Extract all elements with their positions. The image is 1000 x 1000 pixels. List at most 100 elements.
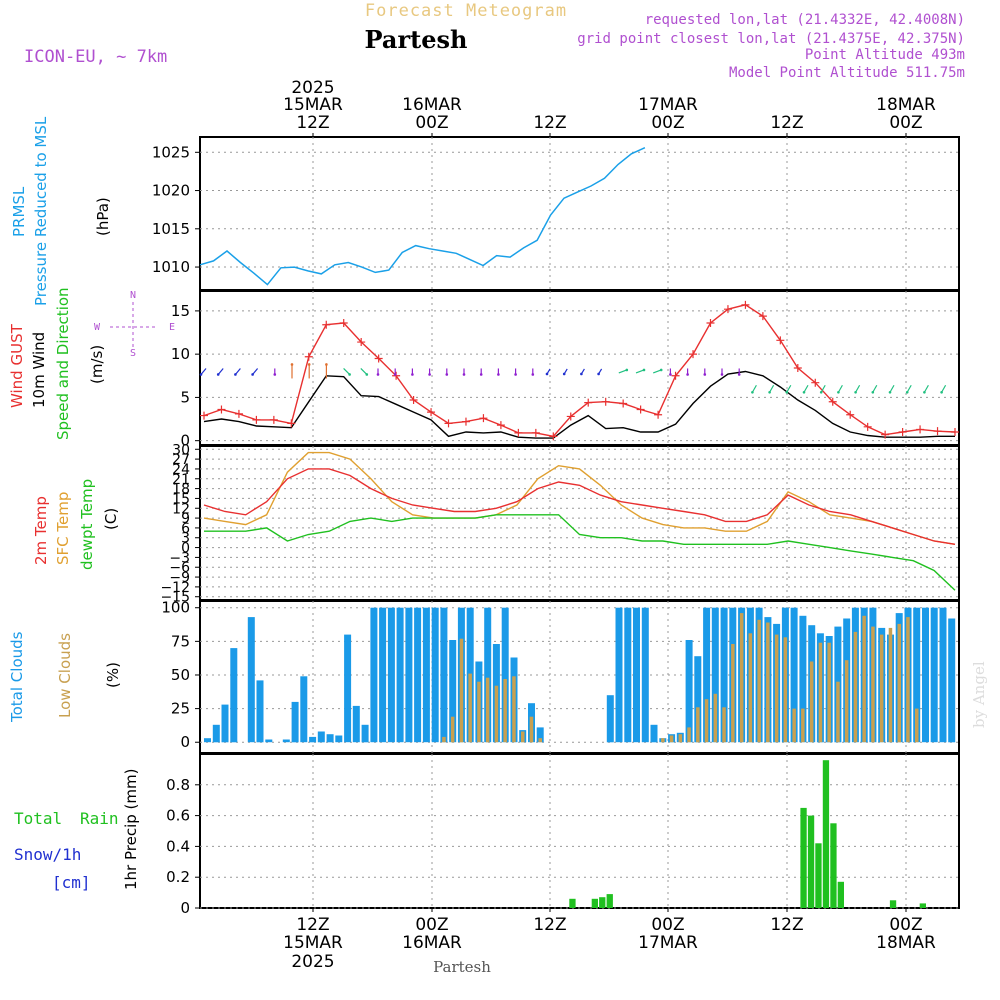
- gust-marker-9: [357, 338, 366, 347]
- gust-marker-43: [951, 428, 959, 437]
- ytick-label-wind-1: 5: [180, 388, 190, 406]
- gust-marker-15: [461, 417, 470, 426]
- bottom-year-label-0: 2025: [291, 952, 334, 972]
- bottom-date-label-1: 16MAR: [402, 933, 462, 953]
- wind-arrow-head-2: [234, 373, 237, 376]
- temp-unit: (C): [102, 508, 120, 530]
- bottom-hour-label-1: 00Z: [415, 915, 448, 935]
- wind-arrow-head-16: [479, 373, 483, 376]
- ytick-label-temp-15: 30: [172, 442, 190, 458]
- cloud-low-bar-33: [494, 685, 499, 743]
- wind-arrow-42: [923, 384, 929, 393]
- cloud-total-bar-57: [703, 607, 711, 743]
- cloud-low-bar-65: [774, 634, 779, 743]
- cloud-low-bar-78: [888, 627, 893, 743]
- wind-arrow-head-33: [768, 390, 771, 394]
- top-date-label-3: 17MAR: [638, 95, 698, 115]
- gust-marker-4: [269, 415, 278, 424]
- wind-arrow-0: [200, 368, 207, 375]
- chart-title: Partesh: [365, 25, 468, 54]
- cloud-total-bar-16: [344, 634, 352, 743]
- top-year-label: 2025: [291, 78, 334, 98]
- cloud-total-bar-85: [948, 618, 956, 743]
- wind-arrow-2: [234, 368, 241, 375]
- cloud-low-bar-79: [897, 623, 901, 743]
- ytick-label-clouds-2: 50: [171, 666, 190, 684]
- precip-bar-92: [889, 900, 897, 908]
- wind-arrow-head-1: [216, 373, 220, 376]
- wind-arrow-head-5: [290, 363, 294, 366]
- cloud-total-bar-81: [913, 607, 921, 743]
- bottom-hour-label-0: 12Z: [296, 915, 329, 935]
- gust-marker-21: [566, 412, 575, 421]
- gust-marker-30: [723, 305, 732, 314]
- compass-s: S: [130, 348, 136, 359]
- gust-marker-29: [706, 319, 715, 328]
- gust-marker-20: [549, 432, 558, 441]
- gust-marker-8: [339, 319, 348, 328]
- wind-arrow-head-37: [837, 390, 840, 394]
- top-date-label-5: 18MAR: [876, 95, 936, 115]
- compass-e: E: [169, 322, 175, 333]
- ytick-label-temp-3: −6: [169, 560, 190, 576]
- cloud-low-bar-28: [450, 716, 455, 743]
- cloud-low-bar-64: [766, 622, 770, 743]
- wind-arrow-head-21: [562, 372, 566, 376]
- wind-arrow-26: [652, 369, 662, 374]
- wind-arrow-head-32: [751, 390, 754, 394]
- cloud-low-bar-63: [757, 619, 761, 743]
- wind-arrow-head-36: [819, 390, 823, 394]
- cloud-total-bar-47: [615, 607, 623, 743]
- ytick-label-precip-4: 0.8: [166, 776, 190, 794]
- ytick-label-temp-4: −3: [169, 550, 190, 566]
- wind-arrow-head-12: [411, 373, 414, 376]
- wind-arrow-head-31: [737, 373, 741, 376]
- top-hour-label-5: 00Z: [889, 113, 922, 133]
- gust-marker-40: [898, 428, 907, 437]
- precip-bar-85: [837, 881, 844, 908]
- cloud-low-bar-54: [678, 734, 683, 743]
- series-line-t2m: [203, 468, 956, 545]
- wind-arrow-head-24: [625, 368, 629, 372]
- ytick-label-precip-3: 0.6: [166, 807, 190, 825]
- panel-frame-wind: [199, 290, 960, 446]
- wind-arrow-head-4: [273, 373, 277, 376]
- cloud-total-bar-0: [204, 738, 211, 743]
- precip-bar-52: [591, 898, 598, 908]
- cloud-total-bar-19: [370, 607, 378, 743]
- precip-cm-label: [cm]: [52, 873, 91, 892]
- wind-arrow-head-11: [393, 373, 397, 376]
- cloud-low-bar-34: [503, 679, 507, 743]
- wind-arrow-head-41: [905, 390, 909, 394]
- ytick-label-precip-0: 0: [180, 899, 190, 917]
- clouds-total-label: Total Clouds: [8, 631, 26, 723]
- cloud-total-bar-51: [650, 724, 658, 743]
- ytick-label-temp-11: 18: [172, 482, 190, 498]
- wind-arrow-head-28: [686, 373, 689, 376]
- cloud-total-bar-6: [256, 680, 264, 743]
- wind-arrow-38: [855, 384, 861, 393]
- cloud-total-bar-7: [265, 739, 273, 743]
- ytick-label-temp-10: 15: [172, 491, 190, 507]
- ytick-label-pressure-0: 1010: [152, 258, 190, 276]
- gust-marker-13: [427, 408, 436, 417]
- wind-arrow-head-29: [703, 373, 707, 376]
- top-hour-label-2: 12Z: [533, 113, 566, 133]
- precip-bar-54: [606, 894, 613, 908]
- cloud-total-bar-18: [361, 724, 369, 743]
- cloud-total-bar-38: [536, 727, 544, 743]
- cloud-total-bar-14: [326, 734, 334, 743]
- watermark: by Angel: [970, 661, 988, 728]
- precip-bar-83: [822, 760, 830, 908]
- gust-marker-27: [671, 371, 680, 380]
- wind-arrow-32: [751, 384, 757, 393]
- cloud-low-bar-72: [836, 681, 840, 743]
- wind-arrow-head-40: [888, 390, 892, 394]
- gust-marker-11: [392, 371, 401, 380]
- pressure-label-1: PRMSL: [10, 186, 28, 237]
- wind-arrow-head-19: [531, 373, 535, 376]
- cloud-total-bar-17: [352, 705, 360, 743]
- gust-marker-35: [811, 378, 820, 387]
- ytick-label-temp-12: 21: [172, 472, 190, 488]
